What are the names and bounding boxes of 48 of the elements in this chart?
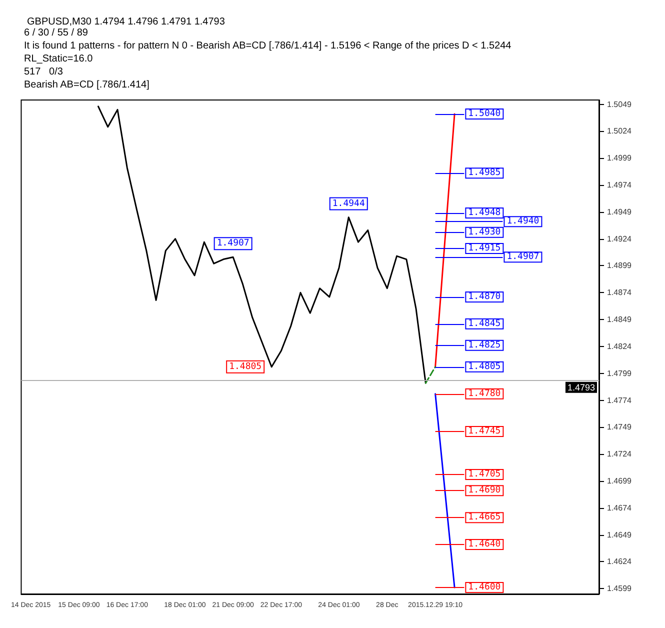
ref-line-label: 1.4825: [468, 340, 501, 350]
ref-line-label: 1.4640: [468, 539, 501, 550]
ref-line-label: 1.4870: [468, 292, 501, 302]
ref-line-label: 1.4745: [468, 426, 501, 436]
y-tick-label: 1.5024: [607, 126, 632, 136]
y-tick-label: 1.4599: [607, 584, 632, 594]
y-tick-label: 1.4624: [607, 557, 632, 566]
y-tick-label: 1.4749: [607, 422, 632, 432]
y-tick-label: 1.4699: [607, 476, 632, 486]
ref-line-label: 1.4705: [468, 470, 501, 480]
y-tick-label: 1.4924: [607, 234, 632, 244]
data-label: 1.4805: [229, 362, 262, 372]
ref-line-label: 1.4805: [468, 362, 501, 372]
text: It is found 1 patterns - for pattern N 0 - Bearish AB=CD [.786/1.414] - 1.5196 < Range of the prices D < 1.5244: [24, 40, 512, 52]
y-tick-label: 1.4724: [607, 450, 632, 459]
ref-line-label: 1.4907: [506, 252, 540, 262]
y-tick-label: 1.4999: [607, 154, 632, 163]
y-tick-label: 1.4874: [607, 288, 632, 298]
ref-line-label: 1.5040: [468, 108, 501, 119]
ref-line-label: 1.4940: [506, 216, 540, 227]
text: 6 / 30 / 55 / 89: [24, 28, 88, 38]
ref-line-label: 1.4845: [468, 318, 501, 329]
y-tick-label: 1.4949: [607, 207, 632, 216]
text: Bearish AB=CD [.786/1.414]: [24, 80, 150, 90]
y-tick-label: 1.4674: [607, 503, 632, 512]
y-tick-label: 1.4849: [607, 315, 632, 324]
y-tick-label: 1.4649: [607, 530, 632, 540]
text: 517 0/3: [24, 66, 64, 78]
data-label: 1.4944: [332, 198, 365, 209]
chart-title: GBPUSD,M30 1.4794 1.4796 1.4791 1.4793: [27, 16, 226, 28]
ref-line-label: 1.4948: [468, 208, 501, 218]
line-series: [98, 106, 426, 384]
y-tick-label: 1.4899: [607, 261, 632, 270]
y-tick-label: 1.4824: [607, 342, 632, 351]
ref-line-label: 1.4690: [468, 486, 501, 496]
ref-line-label: 1.4665: [468, 512, 501, 523]
ref-line-label: 1.4793: [567, 382, 595, 392]
ref-line-label: 1.4600: [468, 582, 501, 593]
text: RL_Static=16.0: [24, 54, 94, 64]
y-tick-label: 1.5049: [607, 100, 632, 109]
ref-line-label: 1.4930: [468, 227, 501, 238]
ref-line-label: 1.4985: [468, 168, 501, 178]
ref-line-label: 1.4915: [468, 244, 501, 254]
ref-line-label: 1.4780: [468, 388, 501, 399]
y-tick-label: 1.4974: [607, 180, 632, 190]
y-tick-label: 1.4774: [607, 396, 632, 405]
y-tick-label: 1.4799: [607, 368, 632, 378]
data-label: 1.4907: [216, 238, 250, 249]
